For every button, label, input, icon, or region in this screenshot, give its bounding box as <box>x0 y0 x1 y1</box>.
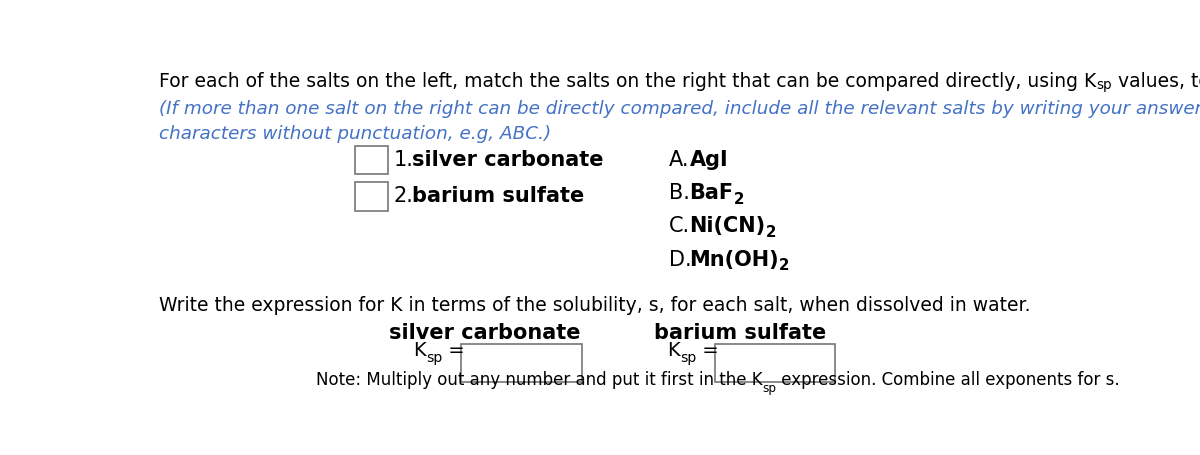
Text: sp: sp <box>762 383 776 395</box>
Text: sp: sp <box>679 351 696 364</box>
Text: =: = <box>696 341 719 360</box>
Text: BaF: BaF <box>689 183 733 203</box>
Text: Ni(CN): Ni(CN) <box>689 216 766 236</box>
Text: 2: 2 <box>733 192 744 207</box>
Text: barium sulfate: barium sulfate <box>413 187 584 207</box>
Bar <box>355 182 388 211</box>
Text: characters without punctuation, e.g, ABC.): characters without punctuation, e.g, ABC… <box>160 125 552 143</box>
Text: K: K <box>667 341 679 360</box>
Text: 2: 2 <box>779 258 790 273</box>
Text: D.: D. <box>668 249 691 269</box>
Text: K: K <box>413 341 426 360</box>
Text: values, to estimate solubilities.: values, to estimate solubilities. <box>1112 72 1200 91</box>
Text: silver carbonate: silver carbonate <box>413 150 604 170</box>
Text: 2.: 2. <box>394 187 414 207</box>
Text: barium sulfate: barium sulfate <box>654 323 827 343</box>
Text: (If more than one salt on the right can be directly compared, include all the re: (If more than one salt on the right can … <box>160 100 1200 118</box>
Text: expression. Combine all exponents for s.: expression. Combine all exponents for s. <box>776 371 1120 389</box>
Text: Note: Multiply out any number and put it first in the K: Note: Multiply out any number and put it… <box>316 371 762 389</box>
Text: sp: sp <box>1097 78 1112 92</box>
Text: 2: 2 <box>766 225 776 240</box>
Text: silver carbonate: silver carbonate <box>389 323 581 343</box>
Bar <box>355 146 388 174</box>
Text: For each of the salts on the left, match the salts on the right that can be comp: For each of the salts on the left, match… <box>160 72 1097 91</box>
Text: =: = <box>442 341 464 360</box>
Text: 1.: 1. <box>394 150 414 170</box>
Text: AgI: AgI <box>689 150 728 170</box>
Text: A.: A. <box>668 150 690 170</box>
Bar <box>461 344 582 382</box>
Text: C.: C. <box>668 216 690 236</box>
Bar <box>714 344 835 382</box>
Text: Mn(OH): Mn(OH) <box>689 249 779 269</box>
Text: Write the expression for K in terms of the solubility, s, for each salt, when di: Write the expression for K in terms of t… <box>160 296 1031 315</box>
Text: sp: sp <box>426 351 442 364</box>
Text: B.: B. <box>668 183 690 203</box>
